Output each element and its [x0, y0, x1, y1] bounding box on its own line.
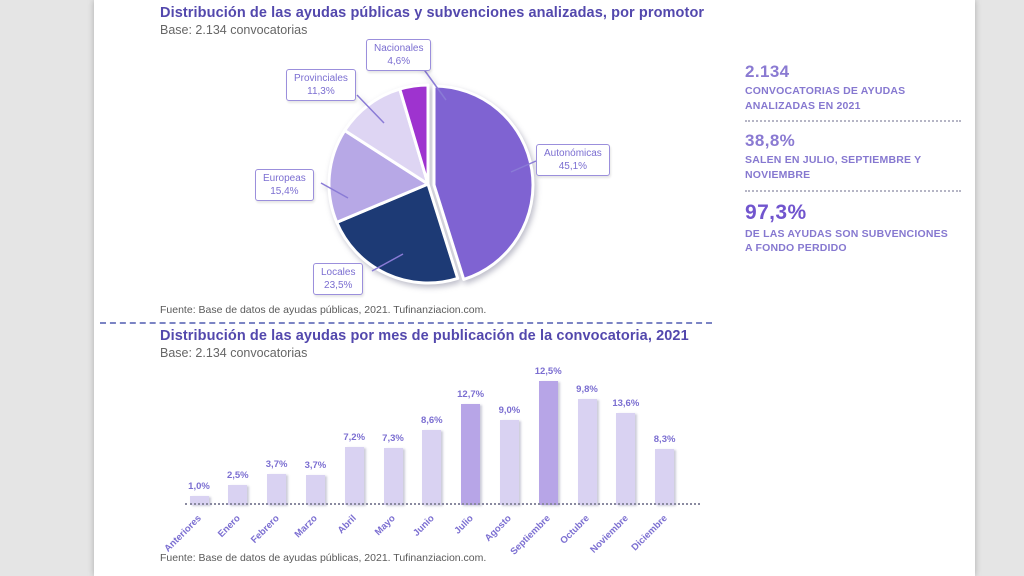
pie-label-locales: Locales 23,5%: [313, 263, 364, 295]
bar-value-label: 8,6%: [420, 415, 443, 426]
callout-connector: [320, 182, 349, 199]
infographic-sheet: Distribución de las ayudas públicas y su…: [94, 0, 975, 576]
bar-category-label: Enero: [215, 513, 243, 540]
stat-label: CONVOCATORIAS DE AYUDAS ANALIZADAS EN 20…: [745, 85, 906, 112]
section2-subtitle: Base: 2.134 convocatorias: [160, 346, 308, 360]
pie-label-europeas: Europeas 15,4%: [255, 169, 314, 201]
callout-connector: [356, 94, 385, 124]
bar-category-label: Julio: [451, 513, 476, 537]
bar-abril: [344, 447, 364, 505]
pie-slice-autonómicas: [432, 84, 535, 281]
stat-value: 38,8%: [745, 131, 796, 151]
callout-connector: [510, 160, 537, 173]
bar-category-label: Noviembre: [588, 513, 631, 556]
bar-octubre: [577, 399, 597, 505]
source-line-1: Fuente: Base de datos de ayudas públicas…: [160, 304, 487, 316]
bar-category-label: Mayo: [372, 513, 398, 538]
stat-label: SALEN EN JULIO, SEPTIEMBRE Y NOVIEMBRE: [745, 154, 922, 182]
bar-value-label: 12,7%: [457, 389, 485, 400]
bar-category-label: Febrero: [248, 513, 282, 546]
bar-category-label: Diciembre: [629, 513, 670, 554]
bar-septiembre: [538, 381, 558, 505]
bar-value-label: 3,7%: [265, 459, 288, 470]
section-separator: [100, 322, 712, 324]
bar-category-label: Septiembre: [508, 513, 553, 558]
bar-value-label: 7,3%: [382, 433, 404, 444]
bar-category-label: Junio: [410, 513, 437, 539]
bar-value-label: 3,7%: [304, 460, 327, 471]
section2-title: Distribución de las ayudas por mes de pu…: [160, 328, 689, 344]
stat-block: 97,3% DE LAS AYUDAS SON SUBVENCIONES A FO…: [745, 201, 961, 263]
bar-value-label: 7,2%: [343, 432, 366, 443]
stat-value: 97,3%: [745, 200, 807, 224]
bar-agosto: [499, 420, 519, 505]
bar-chart-baseline: [185, 503, 700, 505]
section1-subtitle: Base: 2.134 convocatorias: [160, 23, 308, 37]
source-line-2: Fuente: Base de datos de ayudas públicas…: [160, 552, 487, 564]
key-stats-panel: 2.134 CONVOCATORIAS DE AYUDAS ANALIZADAS …: [745, 62, 961, 272]
callout-connector: [371, 253, 404, 272]
pie-slice-europeas: [327, 129, 430, 224]
bar-value-label: 1,0%: [188, 481, 210, 492]
stat-block: 38,8% SALEN EN JULIO, SEPTIEMBRE Y NOVIEM…: [745, 131, 961, 192]
bar-marzo: [305, 475, 325, 505]
pie-slice-locales: [335, 182, 460, 285]
pie-chart: [320, 63, 537, 285]
bar-julio: [461, 404, 481, 505]
stat-value: 2.134: [745, 62, 790, 81]
bar-category-label: Octubre: [558, 513, 592, 547]
bar-category-label: Anteriores: [162, 513, 204, 555]
pie-slice-nacionales: [398, 83, 430, 186]
bar-diciembre: [655, 449, 675, 505]
bar-febrero: [267, 474, 287, 505]
bar-value-label: 9,8%: [576, 384, 598, 395]
bar-category-label: Marzo: [292, 513, 321, 541]
stat-label: DE LAS AYUDAS SON SUBVENCIONES A FONDO P…: [745, 227, 949, 255]
pie-label-autonómicas: Autonómicas 45,1%: [536, 144, 610, 176]
bar-value-label: 2,5%: [226, 470, 249, 481]
bar-value-label: 9,0%: [498, 405, 521, 416]
stat-block: 2.134 CONVOCATORIAS DE AYUDAS ANALIZADAS …: [745, 62, 961, 123]
bar-category-label: Agosto: [483, 513, 515, 544]
bar-value-label: 8,3%: [653, 434, 676, 445]
bar-junio: [422, 430, 442, 505]
bar-enero: [228, 485, 248, 505]
bar-noviembre: [616, 413, 636, 505]
section1-title: Distribución de las ayudas públicas y su…: [160, 5, 705, 21]
bar-category-label: Abril: [335, 513, 359, 537]
bar-mayo: [383, 448, 403, 505]
bar-value-label: 13,6%: [612, 398, 640, 409]
pie-label-provinciales: Provinciales 11,3%: [286, 69, 356, 101]
bar-value-label: 12,5%: [534, 366, 562, 377]
pie-label-nacionales: Nacionales 4,6%: [366, 39, 432, 71]
